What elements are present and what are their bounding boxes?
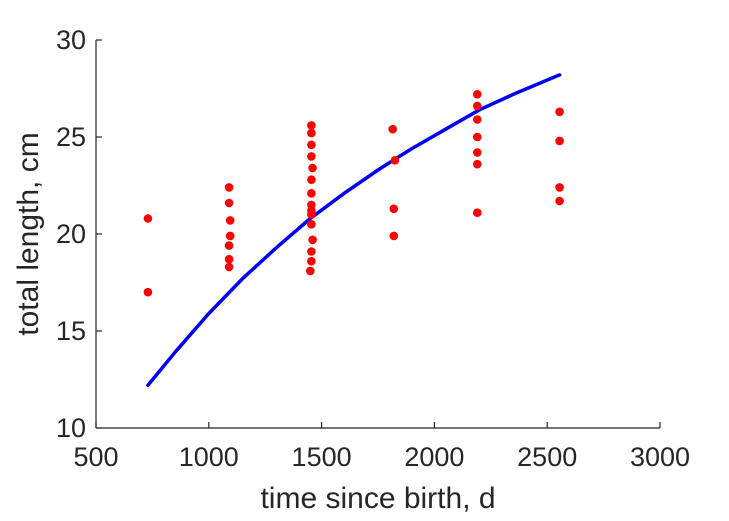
data-point xyxy=(307,175,316,184)
data-point xyxy=(307,152,316,161)
data-point xyxy=(143,287,153,297)
data-point xyxy=(473,148,482,157)
x-ticks: 500 1000 1500 2000 2500 3000 xyxy=(73,422,690,472)
data-point xyxy=(307,210,316,219)
x-tick-label: 2500 xyxy=(517,442,577,472)
fit-curve xyxy=(146,73,562,388)
data-point xyxy=(307,220,316,229)
data-point xyxy=(307,256,316,266)
data-point xyxy=(224,198,234,208)
data-point xyxy=(473,159,482,169)
y-axis-label: total length, cm xyxy=(12,132,45,335)
series-layer xyxy=(143,73,564,388)
data-point xyxy=(307,140,316,150)
data-point xyxy=(224,241,234,250)
y-ticks: 10 15 20 25 30 xyxy=(56,25,102,443)
y-tick-label: 20 xyxy=(56,219,86,249)
data-point xyxy=(390,156,400,165)
data-point xyxy=(555,107,564,117)
data-point xyxy=(473,101,482,111)
data-point xyxy=(224,262,234,272)
y-tick-label: 25 xyxy=(56,122,86,152)
data-point xyxy=(308,235,317,245)
data-point xyxy=(307,121,316,130)
data-point xyxy=(389,204,399,214)
data-point xyxy=(307,247,316,256)
data-point xyxy=(473,90,482,99)
data-point xyxy=(473,115,482,124)
x-axis-label: time since birth, d xyxy=(260,482,495,515)
data-point xyxy=(224,254,234,264)
data-point xyxy=(306,266,315,276)
data-point xyxy=(555,183,564,192)
data-point xyxy=(307,189,316,198)
data-point xyxy=(388,124,398,134)
axes xyxy=(95,40,660,429)
y-tick-label: 30 xyxy=(56,25,86,55)
y-tick-label: 15 xyxy=(56,316,86,346)
x-tick-label: 2000 xyxy=(404,442,464,472)
data-point xyxy=(307,128,316,138)
x-tick-label: 1500 xyxy=(292,442,352,472)
x-tick-label: 3000 xyxy=(630,442,690,472)
y-tick-label: 10 xyxy=(56,413,86,443)
data-point xyxy=(143,214,153,223)
data-point xyxy=(555,136,564,146)
data-point xyxy=(473,132,482,142)
data-point xyxy=(225,231,235,241)
data-point xyxy=(308,163,317,173)
data-point xyxy=(224,183,234,192)
x-tick-label: 1000 xyxy=(179,442,239,472)
data-point xyxy=(473,208,482,217)
data-point xyxy=(389,231,399,241)
x-tick-label: 500 xyxy=(73,442,118,472)
data-point xyxy=(225,216,235,225)
data-point xyxy=(555,196,564,206)
